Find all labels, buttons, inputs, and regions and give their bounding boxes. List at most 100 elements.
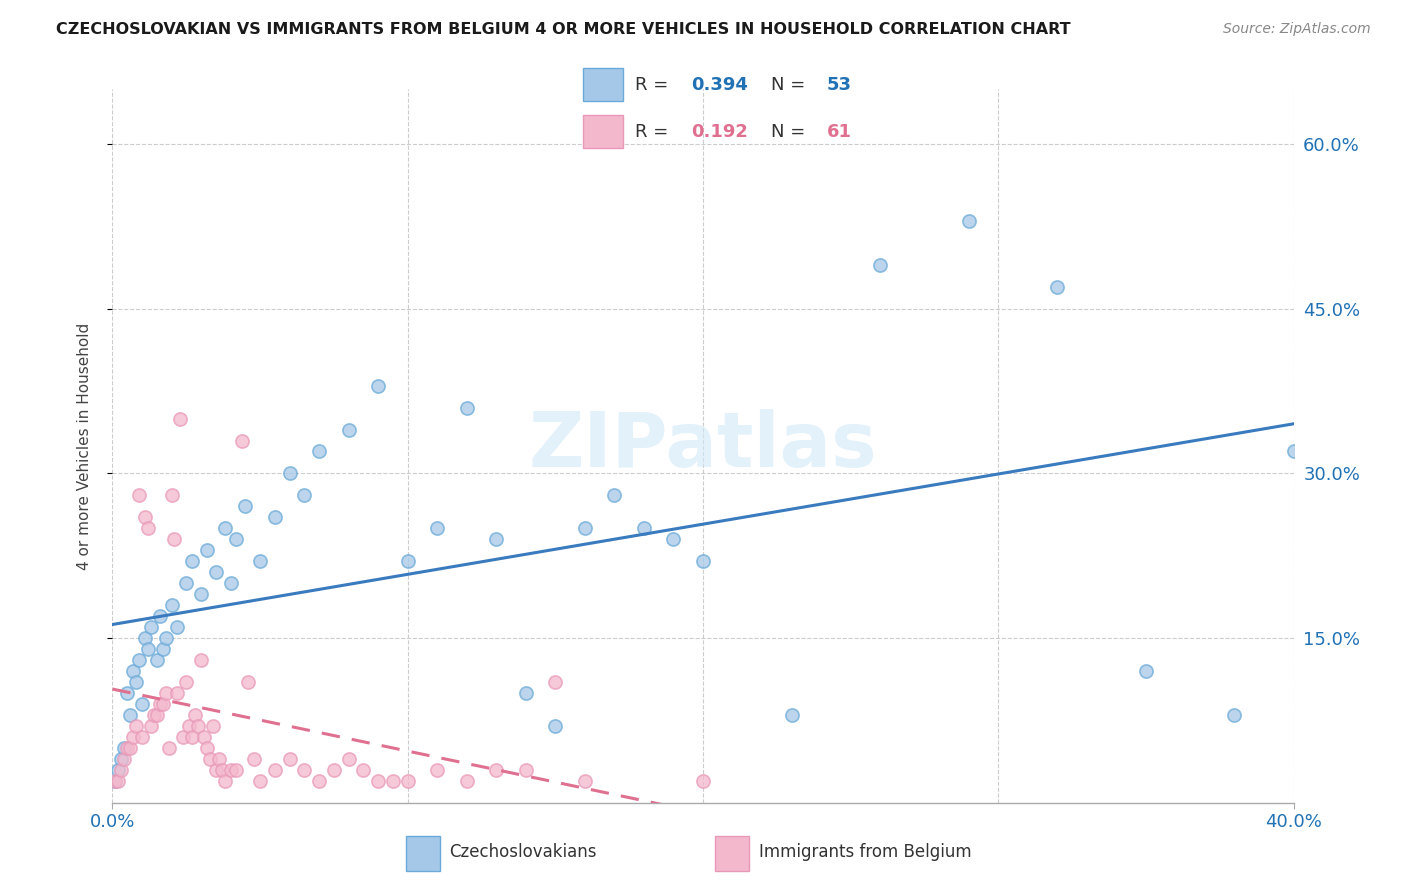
- Point: [426, 763, 449, 777]
- Point: [780, 708, 803, 723]
- Point: [201, 719, 224, 733]
- Point: [190, 653, 212, 667]
- Point: [869, 258, 891, 272]
- Point: [142, 708, 165, 723]
- Point: [211, 763, 233, 777]
- Text: 61: 61: [827, 123, 852, 141]
- Bar: [716, 837, 749, 871]
- Text: R =: R =: [636, 76, 675, 94]
- Point: [603, 488, 626, 502]
- Point: [139, 719, 162, 733]
- Point: [181, 730, 204, 744]
- Point: [160, 598, 183, 612]
- Point: [157, 740, 180, 755]
- Point: [107, 763, 129, 777]
- Point: [233, 500, 256, 514]
- Text: Czechoslovakians: Czechoslovakians: [450, 843, 598, 861]
- Point: [485, 763, 508, 777]
- Point: [1223, 708, 1246, 723]
- Point: [574, 521, 596, 535]
- Point: [190, 587, 212, 601]
- Point: [692, 773, 714, 788]
- Point: [225, 533, 247, 547]
- Point: [166, 686, 188, 700]
- Point: [125, 675, 148, 690]
- Point: [139, 620, 162, 634]
- Text: R =: R =: [636, 123, 675, 141]
- Point: [125, 719, 148, 733]
- Point: [396, 773, 419, 788]
- Point: [205, 763, 228, 777]
- Point: [367, 378, 389, 392]
- Point: [278, 752, 301, 766]
- Text: 0.394: 0.394: [690, 76, 748, 94]
- Point: [382, 773, 405, 788]
- Point: [152, 697, 174, 711]
- Point: [544, 675, 567, 690]
- Point: [122, 730, 145, 744]
- Point: [323, 763, 346, 777]
- Point: [662, 533, 685, 547]
- Point: [163, 533, 186, 547]
- Point: [574, 773, 596, 788]
- Point: [149, 697, 172, 711]
- Point: [208, 752, 231, 766]
- Y-axis label: 4 or more Vehicles in Household: 4 or more Vehicles in Household: [77, 322, 91, 570]
- Point: [174, 675, 197, 690]
- Point: [278, 467, 301, 481]
- Point: [155, 631, 177, 645]
- Point: [179, 719, 201, 733]
- Point: [292, 488, 315, 502]
- Point: [243, 752, 266, 766]
- Point: [187, 719, 209, 733]
- Point: [184, 708, 207, 723]
- Point: [264, 763, 287, 777]
- Point: [152, 642, 174, 657]
- Point: [515, 686, 537, 700]
- Bar: [406, 837, 440, 871]
- Point: [131, 697, 153, 711]
- Point: [136, 521, 159, 535]
- Point: [231, 434, 253, 448]
- Point: [195, 740, 218, 755]
- Point: [146, 653, 169, 667]
- Point: [110, 763, 132, 777]
- Point: [120, 708, 142, 723]
- Text: N =: N =: [772, 123, 811, 141]
- Point: [117, 740, 138, 755]
- Point: [195, 543, 218, 558]
- Text: Source: ZipAtlas.com: Source: ZipAtlas.com: [1223, 22, 1371, 37]
- Point: [214, 773, 236, 788]
- Point: [172, 730, 194, 744]
- Point: [104, 773, 127, 788]
- Point: [112, 740, 135, 755]
- Point: [193, 730, 215, 744]
- Point: [292, 763, 315, 777]
- Point: [122, 664, 145, 678]
- Point: [352, 763, 374, 777]
- Point: [633, 521, 655, 535]
- Point: [219, 576, 242, 591]
- Point: [166, 620, 188, 634]
- Point: [957, 214, 980, 228]
- Point: [367, 773, 389, 788]
- Point: [146, 708, 169, 723]
- Text: CZECHOSLOVAKIAN VS IMMIGRANTS FROM BELGIUM 4 OR MORE VEHICLES IN HOUSEHOLD CORRE: CZECHOSLOVAKIAN VS IMMIGRANTS FROM BELGI…: [56, 22, 1071, 37]
- Point: [456, 401, 478, 415]
- Point: [169, 411, 191, 425]
- Point: [110, 752, 132, 766]
- Point: [1135, 664, 1157, 678]
- Point: [214, 521, 236, 535]
- Point: [1282, 444, 1305, 458]
- Point: [485, 533, 508, 547]
- Point: [134, 510, 156, 524]
- Point: [149, 609, 172, 624]
- Point: [128, 653, 150, 667]
- Text: 0.192: 0.192: [690, 123, 748, 141]
- Point: [515, 763, 537, 777]
- Point: [692, 554, 714, 568]
- Point: [1046, 280, 1069, 294]
- Point: [107, 773, 129, 788]
- Point: [155, 686, 177, 700]
- Bar: [582, 115, 623, 148]
